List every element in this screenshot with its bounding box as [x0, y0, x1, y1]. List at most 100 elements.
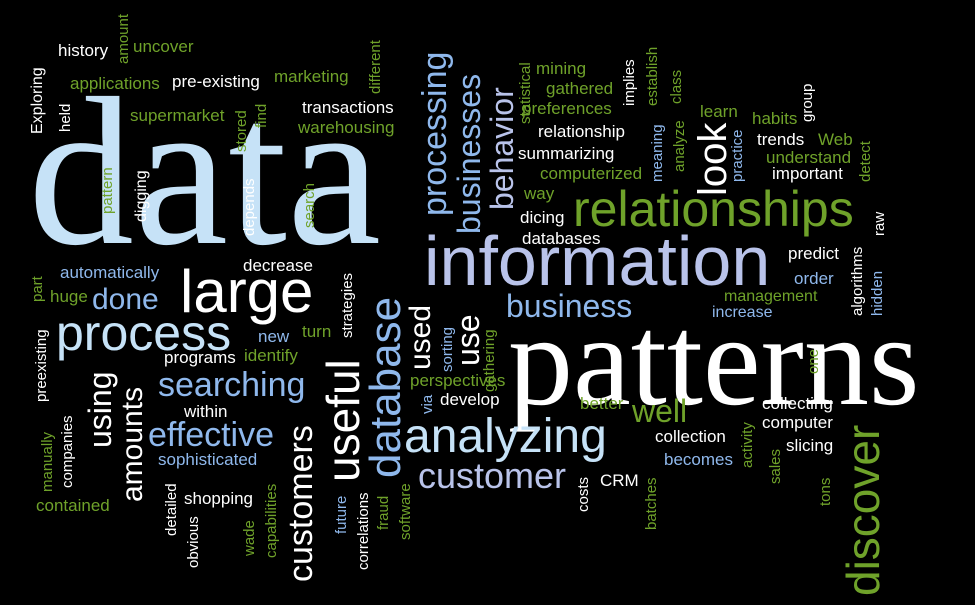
word-way: way	[524, 184, 555, 203]
word-becomes: becomes	[664, 450, 733, 469]
word-meaning: meaning	[649, 124, 666, 182]
word-understand: understand	[766, 148, 852, 167]
word-sophisticated: sophisticated	[158, 450, 258, 469]
word-useful: useful	[317, 359, 369, 482]
word-trends: trends	[757, 130, 805, 149]
word-behavior: behavior	[484, 87, 520, 210]
word-different: different	[367, 40, 384, 94]
word-software: software	[397, 483, 414, 540]
word-habits: habits	[752, 109, 798, 128]
word-contained: contained	[36, 496, 110, 515]
word-web: Web	[818, 130, 853, 149]
word-capabilities: capabilities	[263, 483, 280, 558]
word-establish: establish	[644, 46, 661, 106]
word-obvious: obvious	[185, 516, 202, 568]
word-future: future	[333, 495, 350, 534]
word-practice: practice	[729, 129, 746, 182]
word-management: management	[724, 288, 818, 305]
word-predict: predict	[788, 244, 840, 263]
word-dicing: dicing	[520, 208, 565, 227]
word-look: look	[691, 122, 735, 196]
word-part: part	[29, 276, 46, 302]
word-uncover: uncover	[133, 37, 194, 56]
word-using: using	[82, 371, 118, 449]
word-automatically: automatically	[60, 263, 160, 282]
word-better: better	[580, 394, 624, 413]
word-summarizing: summarizing	[518, 144, 615, 163]
word-done: done	[92, 283, 159, 316]
word-shopping: shopping	[184, 489, 254, 508]
word-batches: batches	[643, 477, 660, 530]
word-customer: customer	[418, 455, 567, 496]
word-mining: mining	[536, 59, 587, 78]
word-database: database	[361, 296, 410, 478]
word-manually: manually	[39, 431, 56, 492]
word-fraud: fraud	[375, 495, 392, 530]
word-analyzing: analyzing	[404, 410, 607, 463]
word-marketing: marketing	[274, 67, 349, 86]
word-activity: activity	[739, 422, 756, 468]
word-companies: companies	[59, 415, 76, 488]
word-processing: processing	[416, 51, 454, 216]
word-process: process	[56, 305, 232, 361]
word-decrease: decrease	[243, 256, 313, 275]
word-find: find	[253, 103, 270, 128]
word-computer: computer	[762, 413, 833, 432]
word-implies: implies	[621, 59, 638, 106]
word-depends: depends	[241, 178, 258, 236]
word-raw: raw	[871, 211, 888, 236]
word-warehousing: warehousing	[298, 118, 395, 137]
word-develop: develop	[440, 390, 500, 409]
word-new: new	[258, 327, 290, 346]
word-via: via	[419, 394, 436, 414]
word-class: class	[668, 69, 685, 104]
word-exploring: Exploring	[29, 67, 46, 134]
word-correlations: correlations	[355, 492, 372, 570]
word-applications: applications	[70, 74, 160, 93]
word-hidden: hidden	[869, 270, 886, 316]
word-costs: costs	[575, 476, 592, 512]
word-huge: huge	[50, 287, 88, 306]
word-detect: detect	[857, 141, 874, 182]
word-perspectives: perspectives	[410, 371, 506, 390]
word-one: one	[805, 348, 822, 374]
word-used: used	[404, 304, 437, 370]
word-order: order	[794, 269, 834, 288]
word-searching: searching	[158, 366, 306, 404]
word-customers: customers	[282, 425, 320, 582]
word-supermarket: supermarket	[130, 106, 225, 125]
word-pattern: pattern	[99, 167, 116, 214]
word-important: important	[772, 164, 843, 183]
word-information: information	[424, 222, 771, 300]
word-use: use	[450, 314, 486, 366]
word-data: data	[28, 54, 382, 289]
word-analyze: analyze	[671, 120, 688, 172]
word-increase: increase	[712, 304, 773, 321]
word-stored: stored	[233, 110, 250, 152]
word-digging: digging	[133, 170, 150, 222]
word-business: business	[506, 288, 633, 324]
word-group: group	[799, 83, 816, 122]
word-preexisting: preexisting	[33, 329, 50, 402]
word-algorithms: algorithms	[849, 246, 866, 316]
word-detailed: detailed	[163, 483, 180, 536]
word-pre-existing: pre-existing	[172, 72, 260, 91]
word-discover: discover	[837, 424, 889, 596]
word-sales: sales	[767, 448, 784, 484]
word-sorting: sorting	[439, 326, 456, 372]
word-large: large	[180, 258, 314, 325]
word-tons: tons	[817, 477, 834, 506]
word-databases: databases	[522, 229, 601, 248]
word-crm: CRM	[600, 471, 639, 490]
word-held: held	[57, 103, 74, 132]
word-computerized: computerized	[540, 164, 643, 183]
word-patterns: patterns	[508, 289, 920, 433]
word-collection: collection	[655, 427, 726, 446]
word-learn: learn	[700, 102, 738, 121]
word-programs: programs	[164, 348, 236, 367]
word-turn: turn	[302, 322, 332, 341]
word-amount: amount	[115, 13, 132, 64]
word-slicing: slicing	[786, 436, 834, 455]
word-businesses: businesses	[451, 73, 487, 234]
